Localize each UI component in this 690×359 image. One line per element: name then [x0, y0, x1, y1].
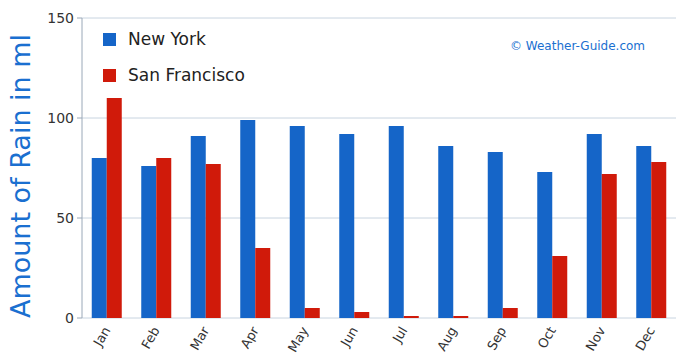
x-tick-label: Jul: [389, 324, 410, 346]
bar: [503, 308, 518, 318]
y-axis: [82, 18, 83, 318]
y-tick-label: 150: [47, 10, 74, 26]
chart: 0 50 100 150 Jan Feb Mar Apr May Jun Jul Aug Sep Oct N…: [0, 0, 690, 359]
y-tick: [77, 18, 82, 19]
x-tick-label: May: [285, 324, 312, 355]
bar: [488, 152, 503, 318]
x-tick-label: Feb: [138, 324, 163, 351]
bar: [290, 126, 305, 318]
x-tick-label: Aug: [434, 324, 460, 353]
bar: [389, 126, 404, 318]
annotation: © Weather-Guide.com: [510, 39, 645, 53]
x-tick-label: Oct: [535, 324, 559, 351]
y-tick-label: 50: [56, 210, 74, 226]
bar: [156, 158, 171, 318]
bar: [107, 98, 122, 318]
bar: [339, 134, 354, 318]
y-tick: [77, 118, 82, 119]
x-tick-label: Mar: [187, 323, 213, 352]
x-tick-label: Dec: [632, 324, 658, 353]
bar: [438, 146, 453, 318]
legend-swatch: [103, 69, 116, 82]
bar: [453, 316, 468, 318]
bar: [354, 312, 369, 318]
bar: [191, 136, 206, 318]
x-tick-label: Jan: [90, 324, 114, 350]
bar: [636, 146, 651, 318]
grid-line: [82, 18, 676, 19]
legend-swatch: [103, 33, 116, 46]
bar: [587, 134, 602, 318]
x-tick-label: Sep: [484, 324, 509, 353]
bars: [92, 98, 667, 318]
bar: [651, 162, 666, 318]
x-tick-label: Nov: [583, 324, 609, 354]
bar: [206, 164, 221, 318]
y-tick: [77, 218, 82, 219]
legend-label: New York: [128, 29, 206, 49]
grid-line: [82, 118, 676, 119]
bar: [240, 120, 255, 318]
y-tick-label: 100: [47, 110, 74, 126]
legend-label: San Francisco: [128, 65, 245, 85]
y-axis-title: Amount of Rain in ml: [5, 34, 36, 318]
y-tick-label: 0: [65, 310, 74, 326]
bar: [255, 248, 270, 318]
bar: [602, 174, 617, 318]
y-tick: [77, 318, 82, 319]
bar: [141, 166, 156, 318]
bar: [537, 172, 552, 318]
x-tick-label: Apr: [238, 323, 263, 351]
x-tick-label: Jun: [337, 324, 361, 350]
bar: [404, 316, 419, 318]
bar: [305, 308, 320, 318]
bar: [552, 256, 567, 318]
bar: [92, 158, 107, 318]
